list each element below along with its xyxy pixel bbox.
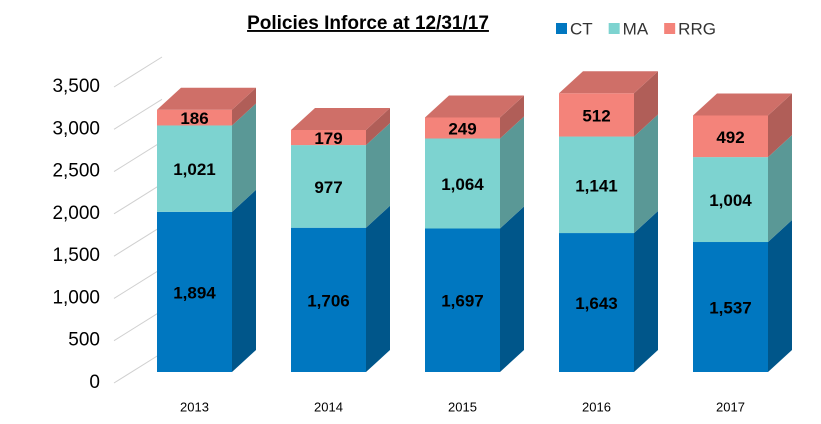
bar-segment <box>291 123 390 228</box>
bar-segment <box>291 205 390 372</box>
bar-segment <box>425 95 524 139</box>
bar-side <box>232 103 256 212</box>
y-tick-label: 1,500 <box>52 245 100 266</box>
data-label: 1,141 <box>575 176 618 195</box>
data-label: 1,706 <box>307 291 350 310</box>
bar-front <box>693 242 768 372</box>
bar-side <box>232 87 256 126</box>
bar-top <box>425 95 524 118</box>
grid-line <box>113 268 163 299</box>
bar-segment <box>425 116 524 229</box>
x-tick-label: 2015 <box>448 399 477 414</box>
y-tick-label: 1,000 <box>52 287 100 308</box>
data-label: 977 <box>314 178 342 197</box>
bar-front <box>693 115 768 158</box>
bar-segment <box>559 211 658 372</box>
bar-side <box>500 116 524 229</box>
bar-front <box>425 138 500 229</box>
legend-swatch <box>664 23 676 34</box>
bar-side <box>232 189 256 372</box>
x-tick-label: 2014 <box>314 399 343 414</box>
bar-side <box>768 220 792 372</box>
legend-label: MA <box>623 19 649 38</box>
bar-segment <box>425 206 524 372</box>
data-label: 512 <box>582 106 610 125</box>
bar-side <box>634 211 658 372</box>
y-tick-label: 2,500 <box>52 161 100 182</box>
data-label: 1,537 <box>709 298 752 317</box>
data-label: 249 <box>448 119 476 138</box>
bar-front <box>291 129 366 146</box>
grid-line <box>113 310 163 342</box>
bar-top <box>291 107 390 130</box>
bar-side <box>768 93 792 158</box>
legend-swatch <box>556 23 567 34</box>
y-tick-label: 500 <box>68 330 100 351</box>
data-label: 1,021 <box>173 160 216 179</box>
bar-segment <box>291 107 390 146</box>
bar-front <box>291 227 366 372</box>
y-tick-label: 3,000 <box>52 118 100 139</box>
bar-front <box>157 125 232 212</box>
grid-line <box>113 56 163 88</box>
data-label: 1,697 <box>441 292 484 311</box>
data-label: 492 <box>716 128 744 147</box>
y-tick-label: 3,500 <box>52 76 100 97</box>
data-label: 186 <box>180 109 208 128</box>
data-label: 1,894 <box>173 283 216 302</box>
bar-segment <box>693 135 792 243</box>
data-label: 1,064 <box>441 175 484 194</box>
bar-top <box>559 71 658 94</box>
grid-line <box>113 98 163 130</box>
bar-segment <box>157 103 256 212</box>
bar-segment <box>559 114 658 234</box>
bar-side <box>366 205 390 372</box>
bar-front <box>559 93 634 137</box>
bar-front <box>291 145 366 228</box>
bar-side <box>768 135 792 243</box>
bar-front <box>425 117 500 139</box>
bar-side <box>366 107 390 146</box>
data-label: 1,643 <box>575 294 618 313</box>
bar-top <box>157 87 256 110</box>
bar-segment <box>559 71 658 137</box>
bar-front <box>157 109 232 126</box>
bar-segment <box>157 189 256 372</box>
y-tick-label: 2,000 <box>52 203 100 224</box>
bar-side <box>634 71 658 137</box>
legend-label: RRG <box>678 19 716 38</box>
grid-line <box>113 225 163 257</box>
x-tick-label: 2016 <box>582 399 611 414</box>
legend-label: CT <box>570 19 593 38</box>
bar-side <box>500 95 524 139</box>
bar-segment <box>693 93 792 158</box>
y-tick-label: 0 <box>89 372 100 393</box>
chart-title: Policies Inforce at 12/31/17 <box>247 13 489 34</box>
bar-side <box>366 123 390 228</box>
legend-swatch <box>608 23 620 34</box>
bar-side <box>500 206 524 372</box>
grid-line <box>113 352 163 384</box>
bar-front <box>157 211 232 372</box>
bar-front <box>693 157 768 243</box>
bar-front <box>559 233 634 372</box>
grid-line <box>113 183 163 215</box>
bar-front <box>425 228 500 372</box>
grid-line <box>113 141 163 172</box>
x-tick-label: 2013 <box>180 399 209 414</box>
bar-segment <box>693 220 792 372</box>
bar-side <box>634 114 658 234</box>
bar-front <box>559 136 634 234</box>
data-label: 179 <box>314 129 342 148</box>
x-tick-label: 2017 <box>716 399 745 414</box>
bar-segment <box>157 87 256 126</box>
data-label: 1,004 <box>709 191 752 210</box>
bar-top <box>693 93 792 116</box>
